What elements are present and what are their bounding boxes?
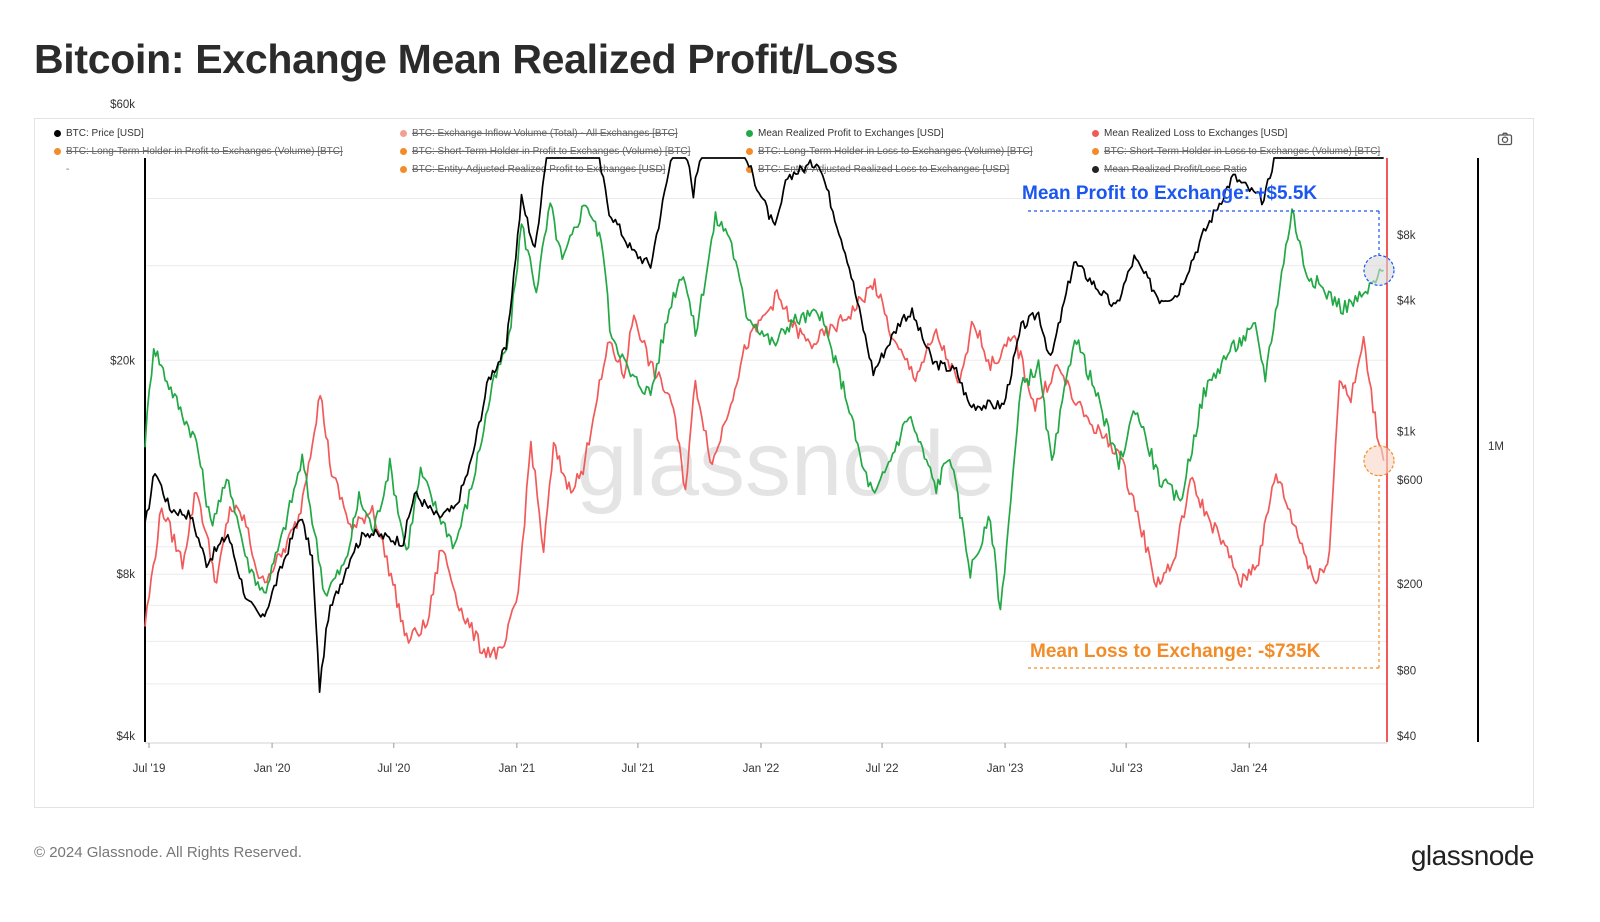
legend-label: Mean Realized Profit to Exchanges [USD] (758, 128, 944, 139)
x-tick-label: Jul '20 (377, 763, 410, 775)
series-line (144, 202, 1384, 611)
legend-label: Mean Realized Loss to Exchanges [USD] (1104, 128, 1288, 139)
legend-dot (746, 148, 753, 155)
camera-icon[interactable] (1497, 131, 1513, 147)
series-line (144, 157, 1384, 693)
legend-label: BTC: Exchange Inflow Volume (Total) - Al… (412, 128, 678, 139)
legend-dash: - (66, 164, 70, 175)
series-line (144, 278, 1385, 660)
legend-item[interactable]: BTC: Short-Term Holder in Loss to Exchan… (1092, 146, 1380, 157)
y-right-tick-label: $40 (1397, 731, 1416, 743)
legend-item[interactable]: Mean Realized Loss to Exchanges [USD] (1092, 128, 1287, 139)
chart-title: Bitcoin: Exchange Mean Realized Profit/L… (34, 36, 899, 82)
legend-dot (400, 148, 407, 155)
y-right-tick-label: $8k (1397, 230, 1416, 242)
x-tick-label: Jan '20 (254, 763, 291, 775)
chart-panel (34, 118, 1534, 808)
legend-item[interactable]: BTC: Short-Term Holder in Profit to Exch… (400, 146, 690, 157)
watermark: glassnode (576, 413, 995, 515)
x-tick-label: Jul '19 (133, 763, 166, 775)
y-right-tick-label: $4k (1397, 295, 1416, 307)
y-right-tick-label: $200 (1397, 579, 1423, 591)
x-tick-label: Jul '22 (866, 763, 899, 775)
x-tick-label: Jul '21 (621, 763, 654, 775)
loss-highlight-circle (1363, 445, 1395, 477)
legend-item[interactable]: BTC: Price [USD] (54, 128, 144, 139)
y-left-tick-label: $60k (110, 99, 135, 111)
legend-dot (400, 166, 407, 173)
legend-label: BTC: Long-Term Holder in Loss to Exchang… (758, 146, 1033, 157)
y-right-tick-label: $1k (1397, 427, 1416, 439)
profit-annotation: Mean Profit to Exchange: +$5.5K (1022, 183, 1317, 204)
legend-item[interactable]: Mean Realized Profit/Loss Ratio (1092, 164, 1247, 175)
legend-dot (400, 130, 407, 137)
legend-label: BTC: Long-Term Holder in Profit to Excha… (66, 146, 343, 157)
y-left-tick-label: $8k (116, 569, 135, 581)
profit-highlight-circle (1363, 254, 1395, 286)
legend-item[interactable]: BTC: Entity-Adjusted Realized Profit to … (400, 164, 665, 175)
glassnode-logo: glassnode (1410, 840, 1535, 871)
legend-dot (1092, 148, 1099, 155)
x-tick-label: Jan '24 (1231, 763, 1268, 775)
y-right-tick-label: $600 (1397, 475, 1423, 487)
legend-label: BTC: Short-Term Holder in Loss to Exchan… (1104, 146, 1381, 157)
legend-item[interactable]: BTC: Exchange Inflow Volume (Total) - Al… (400, 128, 678, 139)
legend-label: BTC: Entity-Adjusted Realized Loss to Ex… (758, 164, 1010, 175)
x-tick-label: Jan '21 (498, 763, 535, 775)
legend-item[interactable]: BTC: Long-Term Holder in Loss to Exchang… (746, 146, 1033, 157)
legend-label: BTC: Short-Term Holder in Profit to Exch… (412, 146, 691, 157)
legend-label: Mean Realized Profit/Loss Ratio (1104, 164, 1247, 175)
legend-item[interactable]: BTC: Long-Term Holder in Profit to Excha… (54, 146, 343, 157)
legend-dot (54, 130, 61, 137)
x-tick-label: Jan '22 (743, 763, 780, 775)
y-left-tick-label: $20k (110, 355, 135, 367)
legend-item[interactable]: BTC: Entity-Adjusted Realized Loss to Ex… (746, 164, 1009, 175)
legend-dot (746, 166, 753, 173)
copyright-footer: © 2024 Glassnode. All Rights Reserved. (34, 844, 302, 861)
legend-label: BTC: Entity-Adjusted Realized Profit to … (412, 164, 666, 175)
legend-dot (54, 148, 61, 155)
legend-dot (1092, 130, 1099, 137)
legend-dot (746, 130, 753, 137)
loss-annotation: Mean Loss to Exchange: -$735K (1030, 641, 1321, 662)
legend-item[interactable]: Mean Realized Profit to Exchanges [USD] (746, 128, 944, 139)
x-tick-label: Jan '23 (987, 763, 1024, 775)
legend-dot (1092, 166, 1099, 173)
x-tick-label: Jul '23 (1110, 763, 1143, 775)
legend-label: BTC: Price [USD] (66, 128, 144, 139)
y-left-tick-label: $4k (116, 731, 135, 743)
y-right-tick-label: $80 (1397, 665, 1416, 677)
y-right2-tick-label: 1M (1488, 441, 1504, 453)
